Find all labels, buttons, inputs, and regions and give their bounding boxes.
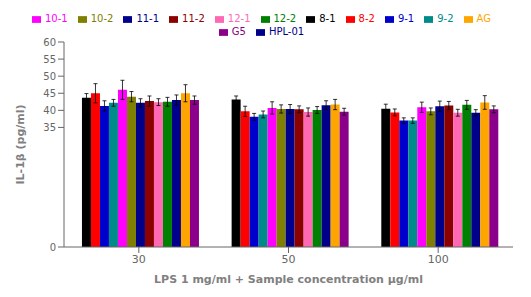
html-text:10-2: 10-2 — [90, 13, 114, 24]
svg-text:LPS 1 mg/ml + Sample concentra: LPS 1 mg/ml + Sample concentration μg/ml — [154, 273, 423, 286]
html-text:9-2: 9-2 — [437, 13, 454, 24]
html-text:11-1: 11-1 — [136, 13, 160, 24]
svg-text:35: 35 — [43, 122, 56, 133]
svg-text:0: 0 — [50, 242, 56, 253]
html-text:8-2: 8-2 — [358, 13, 375, 24]
html-text:AG: AG — [476, 13, 491, 24]
html-text:9-1: 9-1 — [397, 13, 415, 24]
html-text:G5: G5 — [231, 26, 246, 37]
svg-text:30: 30 — [132, 253, 146, 266]
svg-text:45: 45 — [43, 88, 56, 99]
svg-text:IL-1β (pg/ml): IL-1β (pg/ml) — [14, 104, 27, 184]
html-text:12-1: 12-1 — [227, 13, 251, 24]
svg-text:40: 40 — [43, 105, 56, 116]
html-text:12-2: 12-2 — [273, 13, 297, 24]
html-text:8-1: 8-1 — [319, 13, 336, 24]
svg-text:50: 50 — [43, 71, 56, 82]
svg-text:60: 60 — [43, 37, 56, 48]
html-text:11-2: 11-2 — [182, 13, 205, 24]
svg-text:50: 50 — [282, 253, 296, 266]
html-text:HPL-01: HPL-01 — [268, 26, 305, 37]
svg-text:100: 100 — [428, 253, 449, 266]
html-text:10-1: 10-1 — [45, 13, 68, 24]
svg-text:55: 55 — [43, 54, 56, 65]
